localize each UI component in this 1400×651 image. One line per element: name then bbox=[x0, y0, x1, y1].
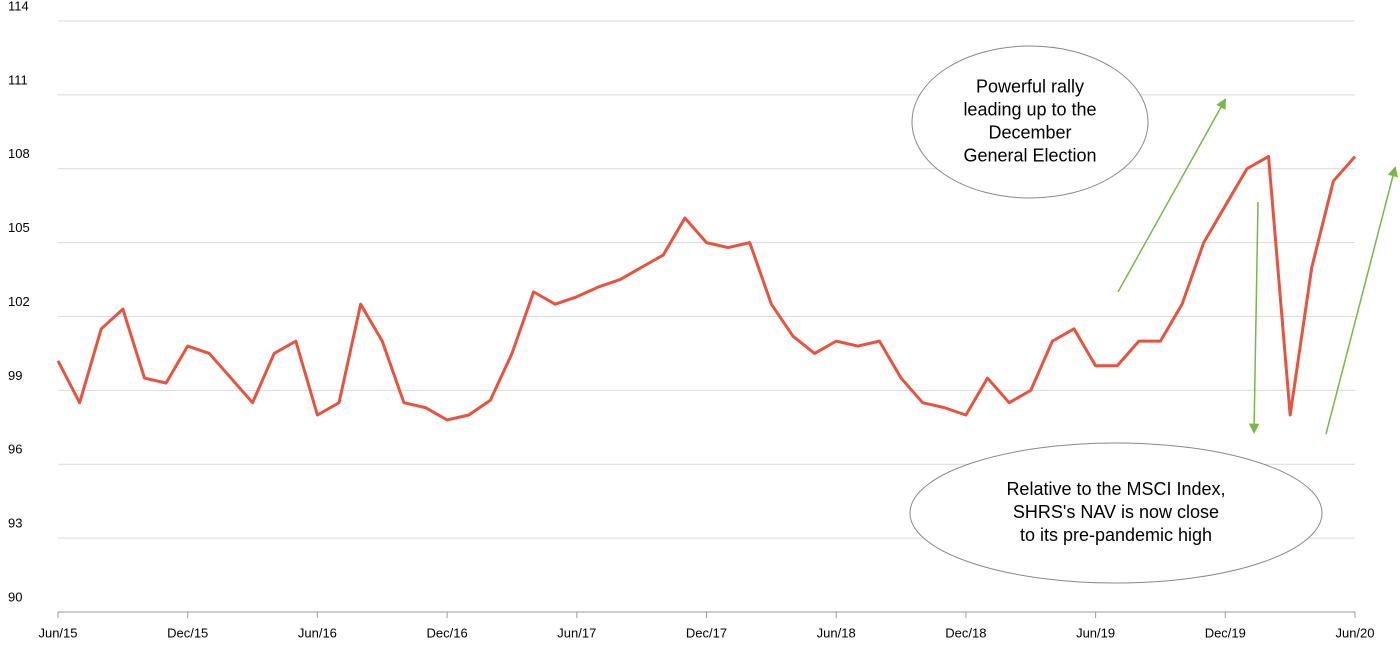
x-tick-label: Jun/20 bbox=[1335, 625, 1374, 640]
arrows bbox=[1117, 98, 1398, 435]
y-tick-label: 114 bbox=[8, 0, 29, 13]
x-tick-label: Jun/18 bbox=[817, 625, 856, 640]
annotation-text: to its pre-pandemic high bbox=[1020, 525, 1212, 545]
y-tick-label: 90 bbox=[8, 589, 22, 604]
arrow bbox=[1325, 165, 1398, 435]
annotation-text: leading up to the bbox=[963, 99, 1096, 119]
x-tick-label: Dec/18 bbox=[945, 625, 986, 640]
annotation-text: December bbox=[988, 122, 1071, 142]
annotation-text: Powerful rally bbox=[976, 76, 1084, 96]
grid: 90 93 96 99 102 105 108 111 114 Jun/15 Dec/15 Jun/1… bbox=[8, 0, 1375, 640]
y-tick-label: 102 bbox=[8, 294, 30, 309]
annotation-text: Relative to the MSCI Index, bbox=[1006, 479, 1225, 499]
annotation-text: SHRS's NAV is now close bbox=[1013, 502, 1219, 522]
arrow bbox=[1117, 98, 1227, 293]
x-tick-label: Jun/19 bbox=[1076, 625, 1115, 640]
y-tick-label: 111 bbox=[8, 72, 28, 87]
plot bbox=[56, 154, 1357, 422]
x-tick-label: Dec/16 bbox=[426, 625, 467, 640]
annotation-bubble bbox=[909, 442, 1323, 584]
annotations: Powerful rally leading up to the December G… bbox=[963, 76, 1225, 545]
x-tick-label: Dec/19 bbox=[1205, 625, 1246, 640]
line-series bbox=[56, 154, 1357, 422]
x-tick-label: Dec/15 bbox=[167, 625, 208, 640]
x-tick-label: Jun/17 bbox=[557, 625, 596, 640]
y-tick-label: 108 bbox=[8, 146, 30, 161]
y-tick-label: 99 bbox=[8, 368, 22, 383]
arrow bbox=[1248, 201, 1260, 435]
x-tick-label: Jun/16 bbox=[298, 625, 337, 640]
x-tick-label: Jun/15 bbox=[38, 625, 77, 640]
y-tick-label: 96 bbox=[8, 442, 22, 457]
annotation-bubble bbox=[911, 45, 1149, 199]
y-tick-label: 93 bbox=[8, 516, 22, 531]
x-tick-label: Dec/17 bbox=[686, 625, 727, 640]
annotation-text: General Election bbox=[963, 145, 1096, 165]
y-tick-label: 105 bbox=[8, 220, 30, 235]
